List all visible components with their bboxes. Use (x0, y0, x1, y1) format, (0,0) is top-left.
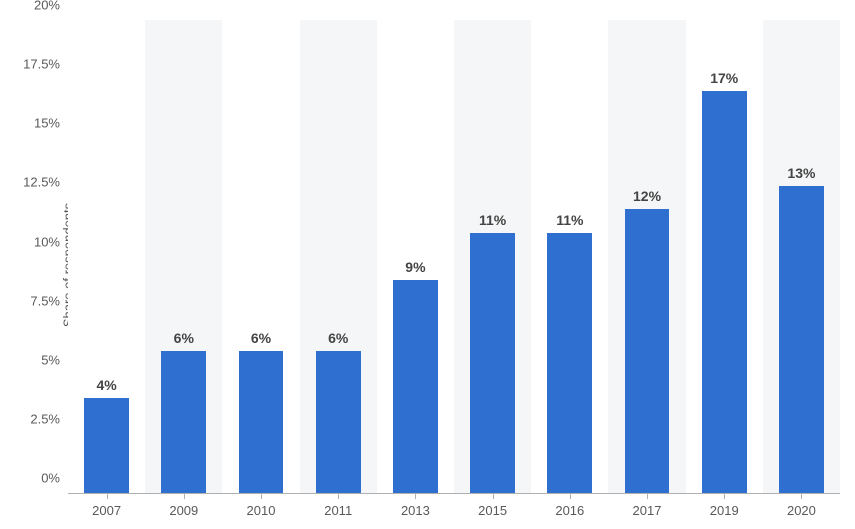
bar-value-label: 4% (96, 377, 116, 393)
bar-value-label: 13% (787, 165, 815, 181)
bar[interactable]: 17% (702, 91, 747, 493)
bar-value-label: 6% (251, 330, 271, 346)
x-tick-label: 2007 (92, 493, 121, 518)
bar-slot: 17%2019 (686, 20, 763, 493)
bar-value-label: 12% (633, 188, 661, 204)
x-tick-label: 2009 (169, 493, 198, 518)
y-tick-label: 7.5% (30, 293, 68, 308)
y-tick-label: 2.5% (30, 411, 68, 426)
bar[interactable]: 6% (161, 351, 206, 493)
plot-area: 0%2.5%5%7.5%10%12.5%15%17.5%20% 4%20076%… (68, 20, 840, 494)
x-tick-label: 2011 (324, 493, 352, 518)
bar-value-label: 9% (405, 259, 425, 275)
x-tick-label: 2019 (710, 493, 739, 518)
x-tick-label: 2013 (401, 493, 430, 518)
bar-slot: 9%2013 (377, 20, 454, 493)
bar[interactable]: 11% (547, 233, 592, 493)
bar-value-label: 11% (556, 212, 583, 228)
bar-slot: 12%2017 (608, 20, 685, 493)
bar-slot: 11%2015 (454, 20, 531, 493)
bar-value-label: 11% (479, 212, 506, 228)
bar[interactable]: 13% (779, 186, 824, 493)
x-tick-label: 2016 (555, 493, 584, 518)
y-tick-label: 12.5% (23, 175, 68, 190)
bar-value-label: 17% (710, 70, 738, 86)
bar-slot: 11%2016 (531, 20, 608, 493)
bar-value-label: 6% (174, 330, 194, 346)
bar[interactable]: 11% (470, 233, 515, 493)
bar[interactable]: 6% (239, 351, 284, 493)
bar-value-label: 6% (328, 330, 348, 346)
y-tick-label: 10% (34, 234, 68, 249)
bar[interactable]: 4% (84, 398, 129, 493)
bar[interactable]: 6% (316, 351, 361, 493)
bar[interactable]: 12% (625, 209, 670, 493)
y-tick-label: 15% (34, 116, 68, 131)
bar-slot: 6%2010 (222, 20, 299, 493)
bar[interactable]: 9% (393, 280, 438, 493)
x-tick-label: 2017 (633, 493, 662, 518)
y-tick-label: 20% (34, 0, 68, 13)
chart-container: Share of respondents 0%2.5%5%7.5%10%12.5… (0, 0, 855, 529)
x-tick-label: 2010 (247, 493, 276, 518)
x-tick-label: 2020 (787, 493, 816, 518)
bars-row: 4%20076%20096%20106%20119%201311%201511%… (68, 20, 840, 493)
y-tick-label: 17.5% (23, 57, 68, 72)
y-tick-label: 0% (41, 471, 68, 486)
bar-slot: 6%2011 (300, 20, 377, 493)
y-tick-label: 5% (41, 352, 68, 367)
bar-slot: 6%2009 (145, 20, 222, 493)
bar-slot: 13%2020 (763, 20, 840, 493)
x-tick-label: 2015 (478, 493, 507, 518)
bar-slot: 4%2007 (68, 20, 145, 493)
